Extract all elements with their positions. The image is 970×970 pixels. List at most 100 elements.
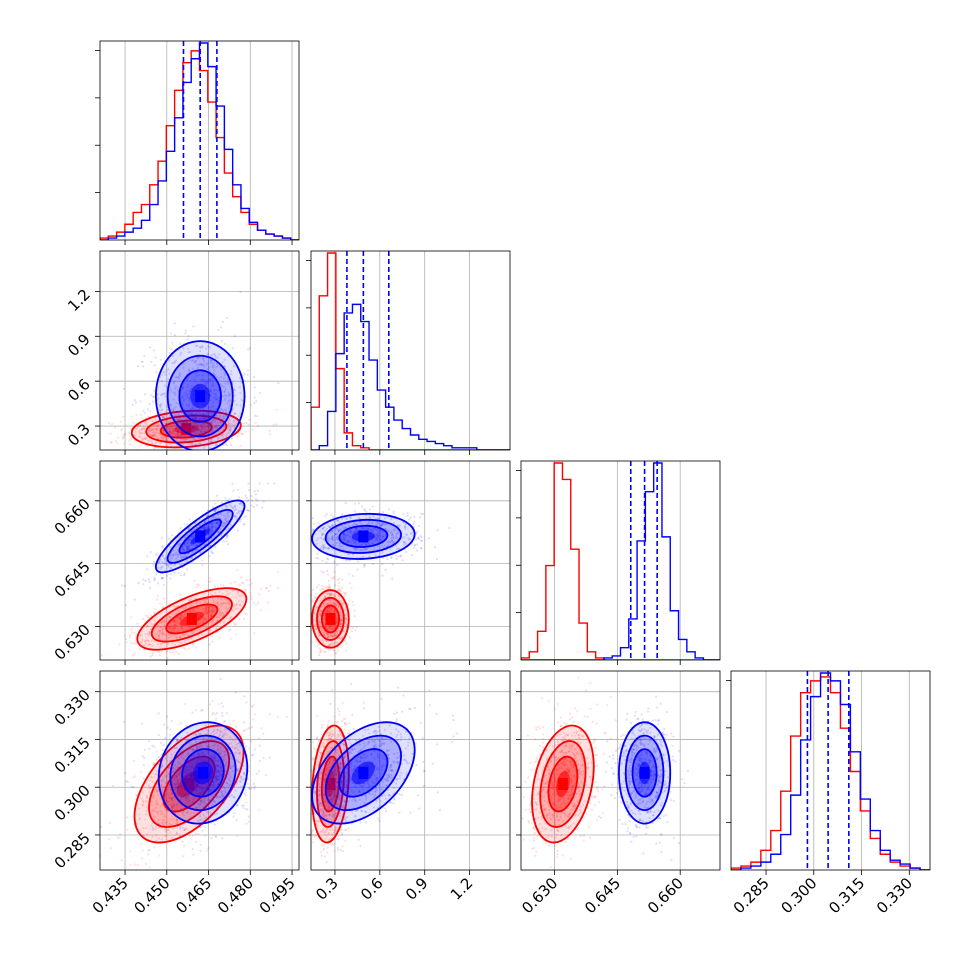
scatter-point — [177, 413, 180, 416]
scatter-point — [158, 602, 162, 605]
scatter-point — [354, 531, 357, 534]
scatter-point — [201, 412, 205, 415]
scatter-point — [211, 529, 214, 532]
scatter-point — [215, 522, 218, 525]
scatter-point — [201, 344, 204, 348]
scatter-point — [215, 397, 219, 400]
scatter-point — [196, 464, 198, 466]
scatter-point — [224, 602, 227, 605]
scatter-point — [204, 608, 207, 612]
scatter-point — [233, 388, 236, 391]
scatter-point — [199, 433, 202, 436]
scatter-point — [370, 528, 373, 531]
scatter-point — [201, 830, 204, 833]
scatter-point — [303, 533, 305, 535]
scatter-point — [182, 555, 185, 559]
scatter-point — [137, 430, 140, 433]
scatter-point — [208, 436, 211, 439]
scatter-point — [336, 530, 340, 533]
scatter-point — [330, 607, 333, 611]
scatter-point — [140, 857, 144, 860]
scatter-point — [161, 379, 164, 383]
scatter-point — [239, 445, 242, 448]
scatter-point — [161, 554, 164, 557]
scatter-point — [228, 629, 231, 632]
scatter-point — [218, 421, 222, 424]
scatter-point — [323, 526, 326, 529]
scatter-point — [216, 615, 219, 618]
scatter-point — [202, 598, 205, 601]
scatter-point — [182, 366, 185, 369]
scatter-point — [209, 399, 212, 402]
scatter-point — [341, 619, 344, 622]
scatter-point — [156, 424, 159, 427]
scatter-point — [157, 455, 159, 457]
scatter-point — [199, 843, 202, 847]
scatter-point — [182, 855, 185, 858]
scatter-point — [342, 538, 345, 541]
scatter-point — [179, 457, 181, 459]
scatter-point — [192, 544, 195, 547]
scatter-point — [327, 648, 331, 652]
scatter-point — [147, 624, 150, 628]
scatter-point — [326, 607, 329, 610]
scatter-point — [210, 550, 213, 553]
scatter-point — [339, 527, 343, 531]
scatter-point — [198, 541, 201, 545]
scatter-point — [183, 629, 186, 632]
scatter-point — [241, 594, 244, 597]
scatter-point — [149, 655, 152, 658]
scatter-point — [167, 602, 171, 605]
scatter-point — [183, 398, 186, 401]
scatter-point — [334, 533, 337, 536]
scatter-point — [230, 457, 232, 459]
scatter-point — [334, 604, 338, 607]
scatter-point — [206, 509, 209, 512]
scatter-point — [239, 736, 242, 739]
scatter-point — [288, 452, 290, 454]
scatter-point — [341, 603, 344, 606]
scatter-point — [203, 526, 206, 529]
scatter-point — [156, 803, 160, 806]
scatter-point — [232, 621, 236, 624]
scatter-point — [342, 602, 345, 605]
scatter-point — [147, 849, 150, 852]
scatter-point — [191, 367, 195, 370]
scatter-point — [328, 593, 331, 597]
scatter-point — [172, 398, 175, 401]
scatter-point — [163, 625, 166, 628]
scatter-point — [170, 823, 173, 827]
scatter-point — [235, 603, 239, 606]
scatter-point — [207, 526, 210, 529]
scatter-point — [203, 521, 206, 524]
scatter-point — [322, 631, 325, 634]
scatter-point — [230, 369, 233, 373]
scatter-point — [183, 572, 186, 575]
scatter-point — [175, 831, 179, 835]
scatter-point — [339, 546, 342, 549]
scatter-point — [171, 642, 174, 645]
scatter-point — [339, 623, 342, 626]
scatter-point — [351, 523, 355, 527]
scatter-point — [215, 769, 218, 772]
scatter-point — [150, 394, 153, 397]
scatter-point — [381, 535, 384, 538]
scatter-point — [147, 639, 150, 642]
scatter-point — [120, 427, 123, 430]
scatter-point — [204, 425, 208, 428]
scatter-point — [340, 538, 343, 541]
scatter-point — [133, 434, 136, 437]
scatter-point — [153, 745, 156, 748]
scatter-point — [236, 435, 239, 438]
scatter-point — [361, 550, 364, 553]
scatter-point — [189, 350, 192, 354]
scatter-point — [326, 609, 329, 613]
scatter-point — [413, 544, 416, 547]
scatter-point — [144, 579, 147, 582]
scatter-point — [229, 428, 232, 431]
scatter-point — [415, 549, 419, 552]
scatter-point — [388, 540, 391, 543]
scatter-point — [181, 545, 185, 548]
scatter-point — [164, 395, 167, 398]
